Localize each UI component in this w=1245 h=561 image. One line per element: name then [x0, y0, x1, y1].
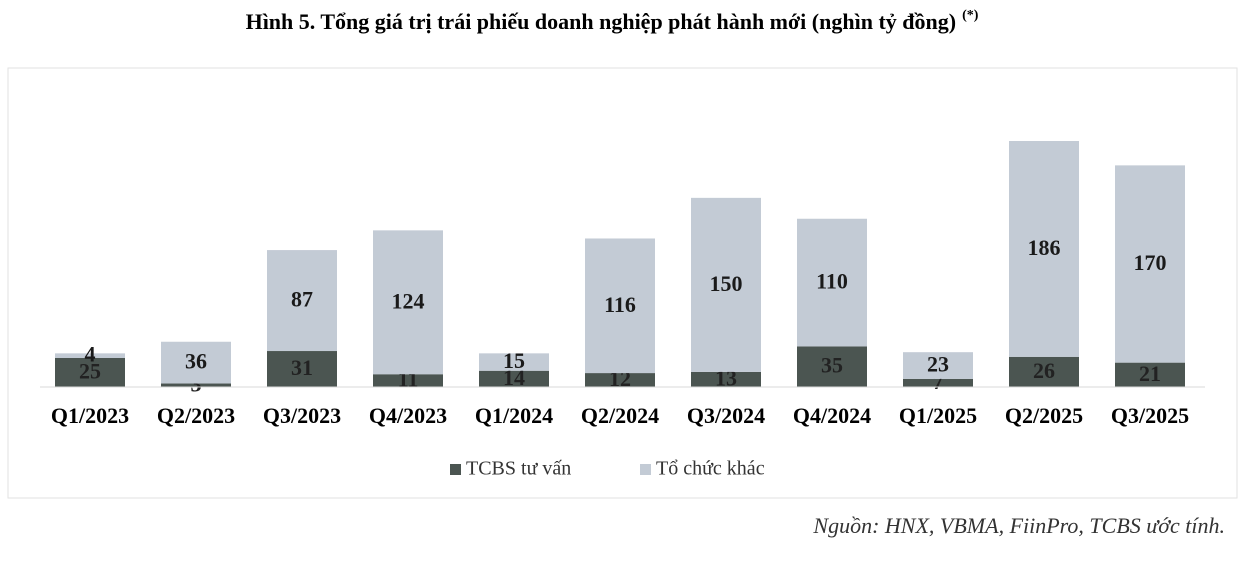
- bar-segment: [903, 352, 973, 379]
- value-label: 150: [710, 271, 743, 296]
- legend-swatch: [640, 464, 651, 475]
- x-tick-label: Q2/2025: [1005, 403, 1083, 428]
- value-label: 124: [392, 288, 425, 313]
- bar-segment: [903, 378, 973, 387]
- x-tick-label: Q3/2025: [1111, 403, 1189, 428]
- value-label: 26: [1033, 358, 1055, 383]
- bar-segment: [1009, 356, 1079, 387]
- source-note: Nguồn: HNX, VBMA, FiinPro, TCBS ước tính…: [812, 513, 1225, 538]
- bar-segment: [479, 370, 549, 387]
- bar-segment: [267, 250, 337, 352]
- value-label: 25: [79, 359, 101, 384]
- bar-segment: [585, 373, 655, 387]
- bar-segment: [161, 341, 231, 384]
- value-label: 4: [85, 342, 96, 367]
- x-tick-label: Q2/2023: [157, 403, 235, 428]
- bar-segment: [55, 357, 125, 387]
- value-label: 3: [191, 371, 202, 396]
- bar-segment: [797, 346, 867, 387]
- bar-segment: [691, 197, 761, 372]
- value-label: 116: [604, 292, 636, 317]
- bar-segment: [161, 383, 231, 387]
- x-tick-label: Q2/2024: [581, 403, 659, 428]
- title-note: (*): [962, 8, 979, 23]
- x-tick-label: Q1/2024: [475, 403, 553, 428]
- chart-title: Hình 5. Tổng giá trị trái phiếu doanh ng…: [246, 8, 979, 34]
- x-tick-label: Q3/2023: [263, 403, 341, 428]
- legend-label: Tổ chức khác: [656, 458, 765, 480]
- value-label: 7: [933, 369, 944, 394]
- value-label: 186: [1028, 235, 1061, 260]
- bar-segment: [585, 238, 655, 374]
- x-tick-label: Q1/2025: [899, 403, 977, 428]
- bar-segment: [267, 351, 337, 387]
- bar-segment: [1115, 165, 1185, 363]
- value-label: 23: [927, 352, 949, 377]
- value-label: 35: [821, 353, 843, 378]
- bar-segment: [373, 230, 443, 375]
- x-tick-label: Q4/2023: [369, 403, 447, 428]
- bar-segment: [1009, 141, 1079, 357]
- bar-segment: [691, 371, 761, 387]
- legend-swatch: [450, 464, 461, 475]
- value-label: 15: [503, 348, 525, 373]
- value-label: 36: [185, 349, 207, 374]
- value-label: 31: [291, 355, 313, 380]
- bar-segment: [1115, 362, 1185, 387]
- bar-segment: [55, 353, 125, 358]
- value-label: 170: [1134, 250, 1167, 275]
- value-label: 87: [291, 287, 313, 312]
- value-label: 14: [503, 365, 525, 390]
- legend-label: TCBS tư vấn: [466, 458, 571, 480]
- value-label: 21: [1139, 361, 1161, 386]
- chart-frame: [7, 67, 1238, 499]
- title-text: Hình 5. Tổng giá trị trái phiếu doanh ng…: [246, 9, 957, 34]
- bar-segment: [797, 218, 867, 347]
- bar-segment: [479, 353, 549, 371]
- value-label: 110: [816, 269, 848, 294]
- x-tick-label: Q4/2024: [793, 403, 871, 428]
- x-tick-label: Q1/2023: [51, 403, 129, 428]
- bar-segment: [373, 374, 443, 387]
- x-tick-label: Q3/2024: [687, 403, 765, 428]
